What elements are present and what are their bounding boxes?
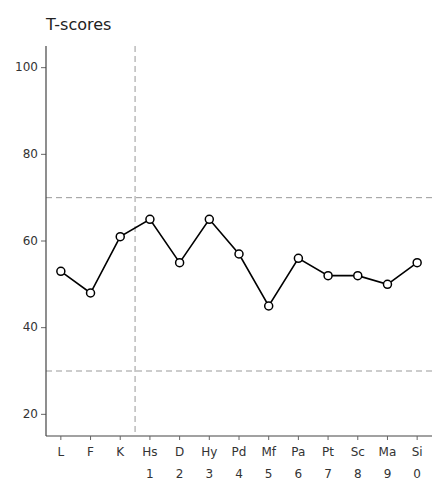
point <box>413 259 421 267</box>
secondary-label: 8 <box>354 467 362 481</box>
y-tick <box>41 154 46 155</box>
x-tick <box>90 436 91 440</box>
y-tick <box>41 414 46 415</box>
category-divider <box>135 46 136 436</box>
x-tick <box>149 436 150 440</box>
x-tick-label: Hs <box>142 445 157 459</box>
x-tick-label: L <box>58 445 65 459</box>
point <box>235 250 243 258</box>
x-tick <box>239 436 240 440</box>
y-tick-label: 80 <box>23 147 38 161</box>
point <box>324 272 332 280</box>
secondary-label: 2 <box>176 467 184 481</box>
secondary-label: 0 <box>413 467 421 481</box>
y-tick-label: 20 <box>23 407 38 421</box>
point <box>87 289 95 297</box>
y-tick <box>41 327 46 328</box>
x-tick-label: D <box>175 445 184 459</box>
secondary-label: 4 <box>235 467 243 481</box>
secondary-label: 3 <box>205 467 213 481</box>
x-tick <box>120 436 121 440</box>
y-tick-label: 60 <box>23 234 38 248</box>
x-tick-label: Pd <box>232 445 247 459</box>
y-tick-label: 40 <box>23 320 38 334</box>
y-axis-line <box>45 46 46 436</box>
x-tick <box>417 436 418 440</box>
x-tick <box>60 436 61 440</box>
x-tick <box>209 436 210 440</box>
point <box>383 280 391 288</box>
chart-svg: T-scores20406080100LFKHs1D2Hy3Pd4Mf5Pa6P… <box>0 0 448 500</box>
chart-container: T-scores20406080100LFKHs1D2Hy3Pd4Mf5Pa6P… <box>0 0 448 500</box>
secondary-label: 5 <box>265 467 273 481</box>
point <box>265 302 273 310</box>
x-tick <box>357 436 358 440</box>
y-tick <box>41 241 46 242</box>
line <box>61 219 417 306</box>
point <box>146 215 154 223</box>
x-tick-label: Si <box>412 445 423 459</box>
secondary-label: 1 <box>146 467 154 481</box>
point <box>57 267 65 275</box>
x-tick-label: Ma <box>379 445 397 459</box>
x-tick-label: K <box>116 445 125 459</box>
x-tick-label: Hy <box>201 445 217 459</box>
point <box>116 233 124 241</box>
x-tick <box>387 436 388 440</box>
x-tick <box>268 436 269 440</box>
title: T-scores <box>45 15 111 34</box>
point <box>176 259 184 267</box>
x-tick-label: F <box>87 445 94 459</box>
secondary-label: 9 <box>384 467 392 481</box>
x-tick <box>179 436 180 440</box>
y-tick <box>41 67 46 68</box>
reference-line <box>46 371 432 372</box>
secondary-label: 6 <box>295 467 303 481</box>
plot-area <box>57 215 421 310</box>
secondary-label: 7 <box>324 467 332 481</box>
point <box>205 215 213 223</box>
x-tick <box>298 436 299 440</box>
point <box>354 272 362 280</box>
y-tick-label: 100 <box>15 60 38 74</box>
reference-line <box>46 197 432 198</box>
x-tick <box>328 436 329 440</box>
x-tick-label: Sc <box>351 445 365 459</box>
point <box>294 254 302 262</box>
x-tick-label: Pt <box>322 445 334 459</box>
x-tick-label: Pa <box>291 445 305 459</box>
x-tick-label: Mf <box>261 445 276 459</box>
